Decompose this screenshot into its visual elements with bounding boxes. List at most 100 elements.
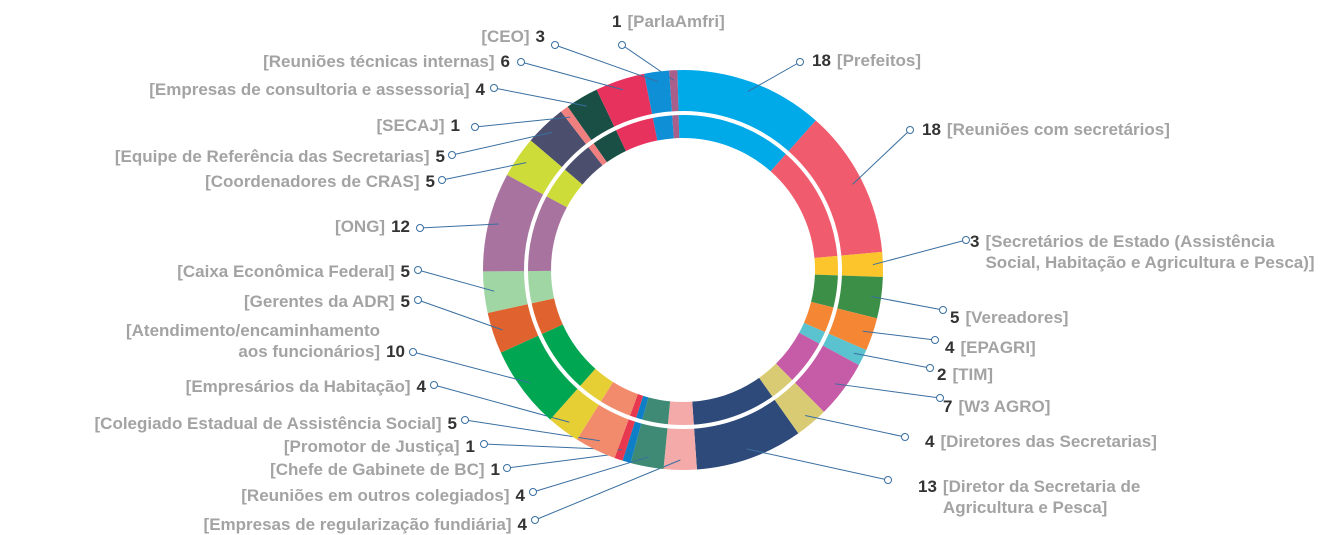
donut-segment — [814, 251, 883, 277]
leader-dot — [430, 381, 438, 389]
leader-line — [554, 44, 659, 83]
donut-segment — [577, 381, 638, 458]
leader-dot — [416, 224, 424, 232]
donut-segment — [550, 368, 614, 440]
donut-segment — [622, 395, 649, 464]
segment-label: 4 [Diretores das Secretarias] — [925, 431, 1157, 452]
segment-label: [Caixa Econômica Federal] 5 — [177, 261, 410, 282]
value-label: 5 — [425, 172, 435, 191]
category-label: [TIM] — [952, 365, 994, 384]
donut-segment — [663, 401, 697, 470]
value-label: 4 — [416, 377, 426, 396]
segment-label: 1 [ParlaAmfri] — [612, 11, 725, 32]
donut-segment — [596, 73, 658, 151]
category-label: [W3 AGRO] — [958, 397, 1051, 416]
donut-segment — [811, 274, 883, 319]
value-label: 4 — [515, 486, 525, 505]
leader-dot — [939, 306, 947, 314]
value-label: 1 — [612, 12, 622, 31]
segment-label: 18 [Reuniões com secretários] — [922, 119, 1170, 140]
segment-label: [Chefe de Gabinete de BC] 1 — [270, 459, 500, 480]
donut-segment — [630, 397, 671, 470]
donut-segment — [500, 324, 596, 420]
leader-dot — [480, 440, 488, 448]
leader-line — [520, 61, 624, 91]
segment-label: [Atendimento/encaminhamento aos funcioná… — [110, 320, 405, 362]
segment-label: [Empresas de consultoria e assessoria] 4 — [149, 79, 485, 100]
category-label: [Reuniões com secretários] — [946, 120, 1170, 139]
ring-separator — [524, 111, 842, 429]
leader-line — [474, 116, 571, 128]
value-label: 1 — [490, 460, 500, 479]
value-label: 12 — [391, 217, 410, 236]
leader-line — [534, 459, 681, 521]
donut-segment — [483, 270, 555, 313]
value-label: 3 — [970, 232, 980, 251]
category-label: [Promotor de Justiça] — [283, 437, 460, 456]
value-label: 18 — [922, 120, 941, 139]
leader-dot — [926, 364, 934, 372]
segment-label: 7 [W3 AGRO] — [943, 396, 1050, 417]
leader-line — [493, 87, 587, 107]
value-label: 4 — [925, 432, 935, 451]
leader-dot — [529, 488, 537, 496]
segment-label: [Equipe de Referência das Secretarias] 5 — [115, 146, 445, 167]
value-label: 1 — [465, 437, 475, 456]
leader-dot — [414, 266, 422, 274]
value-label: 4 — [517, 515, 527, 534]
leader-line — [852, 129, 911, 185]
category-label: [Diretor da Secretaria de Agricultura e … — [942, 477, 1141, 517]
category-label: [Prefeitos] — [836, 51, 921, 70]
leader-line — [746, 448, 889, 481]
leader-line — [871, 295, 944, 311]
donut-segment — [776, 332, 859, 412]
segment-label: 18 [Prefeitos] — [812, 50, 921, 71]
donut-segment — [507, 140, 583, 208]
value-label: 5 — [400, 262, 410, 281]
leader-line — [441, 162, 527, 181]
leader-dot — [471, 123, 479, 131]
category-label: [CEO] — [481, 27, 530, 46]
donut-segment — [803, 301, 878, 351]
leader-dot — [884, 476, 892, 484]
leader-dot — [618, 41, 626, 49]
segment-label: [Colegiado Estadual de Assistência Socia… — [95, 413, 458, 434]
category-label: [Secretários de Estado (Assistência Soci… — [985, 232, 1315, 272]
segment-label: 3 [Secretários de Estado (Assistência Soc… — [970, 231, 1315, 273]
leader-line — [872, 239, 967, 266]
value-label: 5 — [400, 292, 410, 311]
segment-label: [CEO] 3 — [481, 26, 545, 47]
leader-line — [419, 223, 499, 229]
donut-segment — [487, 298, 563, 353]
category-label: [Equipe de Referência das Secretarias] — [114, 147, 430, 166]
leader-dot — [796, 58, 804, 66]
segment-label: [SECAJ] 1 — [377, 115, 460, 136]
value-label: 6 — [500, 52, 510, 71]
category-label: [Diretores das Secretarias] — [940, 432, 1157, 451]
category-label: [Empresários da Habitação] — [185, 377, 411, 396]
category-label: [Coordenadores de CRAS] — [205, 172, 420, 191]
leader-line — [835, 383, 941, 399]
segment-label: [Reuniões técnicas internas] 6 — [263, 51, 510, 72]
leader-dot — [931, 336, 939, 344]
leader-dot — [531, 516, 539, 524]
segment-label: 13 [Diretor da Secretaria de Agricultura … — [918, 476, 1213, 518]
leader-line — [417, 299, 503, 331]
leader-dot — [409, 348, 417, 356]
leader-dot — [438, 176, 446, 184]
leader-line — [853, 352, 931, 369]
segment-label: 4 [EPAGRI] — [945, 337, 1036, 358]
segment-label: [Reuniões em outros colegiados] 4 — [241, 485, 525, 506]
category-label: [EPAGRI] — [960, 338, 1036, 357]
category-label: [Atendimento/encaminhamento aos funcioná… — [125, 321, 381, 361]
leader-line — [532, 456, 649, 493]
value-label: 4 — [475, 80, 485, 99]
value-label: 7 — [943, 397, 953, 416]
donut-segment — [644, 70, 674, 141]
donut-segment — [560, 106, 607, 166]
leader-line — [451, 131, 553, 156]
category-label: [Chefe de Gabinete de BC] — [270, 460, 485, 479]
leader-dot — [936, 394, 944, 402]
